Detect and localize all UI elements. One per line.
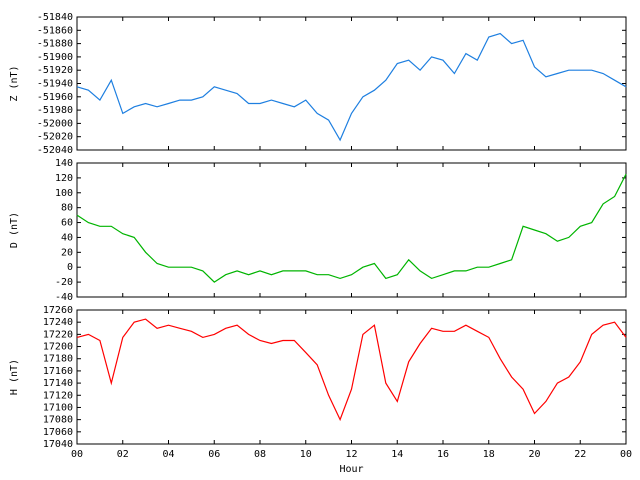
y-tick-label: 140 <box>55 158 73 169</box>
x-tick-label: 00 <box>620 449 632 460</box>
y-tick-label: 17260 <box>43 305 73 316</box>
y-tick-label: 17200 <box>43 342 73 353</box>
y-tick-label: -20 <box>55 277 73 288</box>
y-tick-label: -51940 <box>37 79 73 90</box>
y-tick-label: -52020 <box>37 132 73 143</box>
y-axis-label: H (nT) <box>9 359 20 395</box>
x-tick-label: 02 <box>117 449 129 460</box>
y-tick-label: -51900 <box>37 52 73 63</box>
y-axis-label: D (nT) <box>9 212 20 248</box>
y-tick-label: 17040 <box>43 439 73 450</box>
x-axis-label: Hour <box>339 464 363 475</box>
y-tick-label: 17220 <box>43 329 73 340</box>
y-tick-label: 17100 <box>43 402 73 413</box>
y-tick-label: -52000 <box>37 118 73 129</box>
x-tick-label: 20 <box>528 449 540 460</box>
y-tick-label: 20 <box>61 247 73 258</box>
y-tick-label: 0 <box>67 262 73 273</box>
y-tick-label: 80 <box>61 203 73 214</box>
x-tick-label: 00 <box>71 449 83 460</box>
y-tick-label: 120 <box>55 173 73 184</box>
y-tick-label: -51840 <box>37 12 73 23</box>
x-tick-label: 16 <box>437 449 449 460</box>
y-tick-label: 17160 <box>43 366 73 377</box>
y-tick-label: 40 <box>61 232 73 243</box>
y-tick-label: 100 <box>55 188 73 199</box>
y-tick-label: -51960 <box>37 92 73 103</box>
data-line <box>76 173 627 283</box>
x-tick-label: 10 <box>300 449 312 460</box>
y-axis-label: Z (nT) <box>9 65 20 101</box>
y-tick-label: -51980 <box>37 105 73 116</box>
y-tick-label: -51880 <box>37 39 73 50</box>
y-tick-label: -40 <box>55 292 73 303</box>
y-tick-label: 17120 <box>43 390 73 401</box>
y-tick-label: 17080 <box>43 415 73 426</box>
y-tick-label: 17060 <box>43 427 73 438</box>
data-line <box>76 318 627 422</box>
x-tick-label: 14 <box>391 449 403 460</box>
plot-frame <box>76 309 627 445</box>
x-tick-label: 18 <box>483 449 495 460</box>
plot-frame <box>76 16 627 151</box>
y-tick-label: 17180 <box>43 354 73 365</box>
x-tick-label: 06 <box>208 449 220 460</box>
x-tick-label: 22 <box>574 449 586 460</box>
y-tick-label: 60 <box>61 218 73 229</box>
data-line <box>76 32 627 142</box>
y-tick-label: -52040 <box>37 145 73 156</box>
plot-frame <box>76 162 627 298</box>
y-tick-label: -51860 <box>37 25 73 36</box>
x-tick-label: 08 <box>254 449 266 460</box>
y-tick-label: 17240 <box>43 317 73 328</box>
y-tick-label: -51920 <box>37 65 73 76</box>
y-tick-label: 17140 <box>43 378 73 389</box>
x-tick-label: 04 <box>162 449 174 460</box>
x-tick-label: 12 <box>345 449 357 460</box>
